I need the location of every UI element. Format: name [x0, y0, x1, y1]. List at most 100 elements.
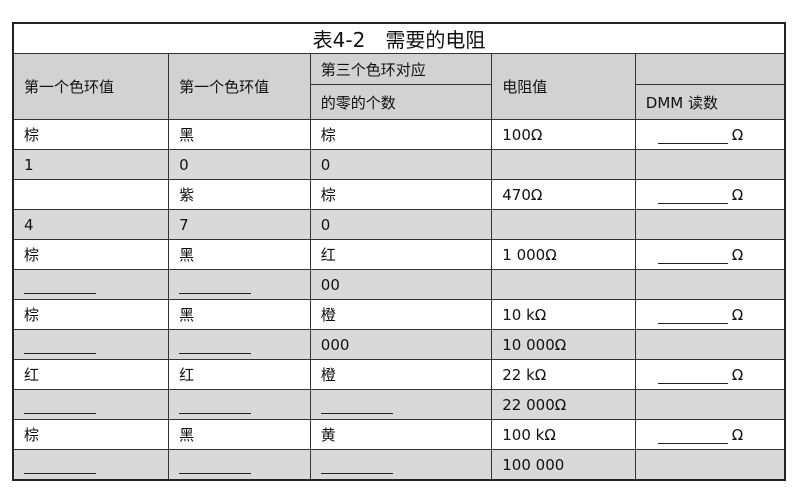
- blank-line[interactable]: [179, 399, 252, 414]
- cell-text: 黑: [179, 306, 195, 324]
- first-band-cell: 棕: [12, 419, 170, 450]
- dmm-blank[interactable]: [657, 309, 728, 324]
- header-first-band: 第一个色环值: [12, 53, 170, 120]
- ohm-unit: Ω: [731, 425, 744, 444]
- third-band-cell: 红: [309, 239, 493, 270]
- cell-text: 22 kΩ: [502, 365, 547, 384]
- header-third-band: 第三个色环对应: [309, 53, 493, 85]
- resistance-cell: 100 000: [491, 449, 636, 481]
- table-row: 紫 棕 470Ω Ω: [12, 179, 786, 210]
- first-band-cell: 棕: [12, 119, 170, 150]
- table-row: 100 000: [12, 449, 786, 481]
- blank-line[interactable]: [179, 459, 252, 474]
- dmm-cell[interactable]: Ω: [634, 299, 786, 330]
- third-band-cell: 棕: [309, 119, 493, 150]
- blank-line[interactable]: [179, 339, 252, 354]
- dmm-cell[interactable]: Ω: [634, 419, 786, 450]
- dmm-blank[interactable]: [657, 369, 728, 384]
- cell-text: 红: [320, 246, 336, 264]
- blank-line[interactable]: [24, 399, 96, 414]
- dmm-cell: [634, 329, 786, 360]
- third-band-cell[interactable]: [309, 449, 493, 481]
- second-band-cell: 7: [168, 209, 311, 240]
- third-band-cell: 黄: [309, 419, 493, 450]
- table-title: 表4-2 需要的电阻: [12, 22, 786, 54]
- ohm-unit: Ω: [731, 305, 744, 324]
- table-row: 000 10 000Ω: [12, 329, 786, 360]
- header-third-band-2: 的零的个数: [309, 84, 493, 120]
- dmm-blank[interactable]: [657, 429, 728, 444]
- first-band-cell[interactable]: [12, 449, 170, 481]
- cell-text: 100 000: [502, 455, 565, 474]
- third-band-cell: 棕: [309, 179, 493, 210]
- dmm-cell[interactable]: Ω: [634, 179, 786, 210]
- cell-text: 0: [320, 155, 331, 174]
- cell-text: 10 000Ω: [502, 335, 567, 354]
- cell-text: 橙: [320, 306, 336, 324]
- cell-text: 100 kΩ: [502, 425, 556, 444]
- third-band-cell[interactable]: [309, 389, 493, 420]
- blank-line[interactable]: [24, 459, 96, 474]
- third-band-cell: 0: [309, 149, 493, 180]
- dmm-cell[interactable]: Ω: [634, 359, 786, 390]
- dmm-blank[interactable]: [657, 189, 728, 204]
- second-band-cell: 黑: [168, 419, 311, 450]
- second-band-cell[interactable]: [168, 389, 311, 420]
- cell-text: 1: [24, 155, 34, 174]
- second-band-cell: 红: [168, 359, 311, 390]
- cell-text: 黑: [179, 126, 195, 144]
- resistance-cell: [491, 149, 636, 180]
- cell-text: 22 000Ω: [502, 395, 567, 414]
- second-band-cell[interactable]: [168, 449, 311, 481]
- dmm-blank[interactable]: [657, 129, 728, 144]
- resistance-cell: 10 000Ω: [491, 329, 636, 360]
- cell-text: 紫: [179, 186, 195, 204]
- second-band-cell[interactable]: [168, 269, 311, 300]
- first-band-cell: 1: [12, 149, 170, 180]
- cell-text: 000: [320, 335, 350, 354]
- dmm-cell: [634, 269, 786, 300]
- dmm-cell[interactable]: Ω: [634, 239, 786, 270]
- first-band-cell[interactable]: [12, 269, 170, 300]
- cell-text: 棕: [320, 186, 336, 204]
- cell-text: 4: [24, 215, 34, 234]
- dmm-cell: [634, 149, 786, 180]
- resistance-cell: [491, 269, 636, 300]
- resistance-cell: 470Ω: [491, 179, 636, 210]
- third-band-cell: 橙: [309, 299, 493, 330]
- first-band-cell: 红: [12, 359, 170, 390]
- ohm-unit: Ω: [731, 125, 744, 144]
- cell-text: 0: [320, 215, 331, 234]
- third-band-cell: 0: [309, 209, 493, 240]
- second-band-cell[interactable]: [168, 329, 311, 360]
- dmm-cell: [634, 449, 786, 481]
- blank-line[interactable]: [24, 279, 96, 294]
- cell-text: 100Ω: [502, 125, 543, 144]
- dmm-cell[interactable]: Ω: [634, 119, 786, 150]
- blank-line[interactable]: [179, 279, 252, 294]
- table-row: 22 000Ω: [12, 389, 786, 420]
- dmm-cell: [634, 209, 786, 240]
- cell-text: 红: [24, 366, 40, 384]
- resistance-cell: 22 000Ω: [491, 389, 636, 420]
- resistance-cell: 1 000Ω: [491, 239, 636, 270]
- blank-line[interactable]: [320, 459, 393, 474]
- third-band-cell: 橙: [309, 359, 493, 390]
- first-band-cell[interactable]: [12, 329, 170, 360]
- resistance-cell: [491, 209, 636, 240]
- table-row: 棕 黑 棕 100Ω Ω: [12, 119, 786, 150]
- first-band-cell[interactable]: [12, 389, 170, 420]
- blank-line[interactable]: [24, 339, 96, 354]
- cell-text: 0: [179, 155, 189, 174]
- table-row: 棕 黑 黄 100 kΩ Ω: [12, 419, 786, 450]
- second-band-cell: 0: [168, 149, 311, 180]
- blank-line[interactable]: [320, 399, 393, 414]
- cell-text: 黑: [179, 426, 195, 444]
- table-row: 4 7 0: [12, 209, 786, 240]
- cell-text: 棕: [24, 426, 40, 444]
- header-dmm: DMM 读数: [634, 84, 786, 120]
- cell-text: 10 kΩ: [502, 305, 547, 324]
- second-band-cell: 黑: [168, 239, 311, 270]
- dmm-blank[interactable]: [657, 249, 728, 264]
- resistor-table: 表4-2 需要的电阻 第一个色环值 第一个色环值 第三个色环对应 电阻值 的零的…: [12, 22, 786, 481]
